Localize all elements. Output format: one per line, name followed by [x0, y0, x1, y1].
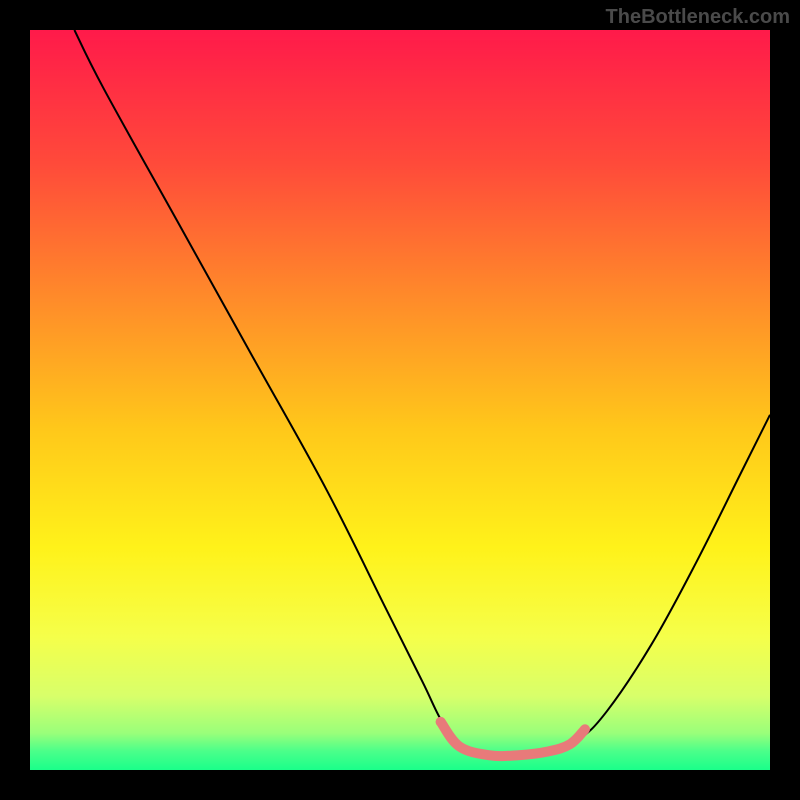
attribution-text: TheBottleneck.com — [606, 6, 790, 29]
bottleneck-curve — [74, 30, 770, 756]
bottleneck-chart — [30, 30, 770, 770]
curve-layer — [30, 30, 770, 770]
start-marker-dot — [436, 717, 446, 727]
optimal-range-highlight — [441, 722, 585, 756]
